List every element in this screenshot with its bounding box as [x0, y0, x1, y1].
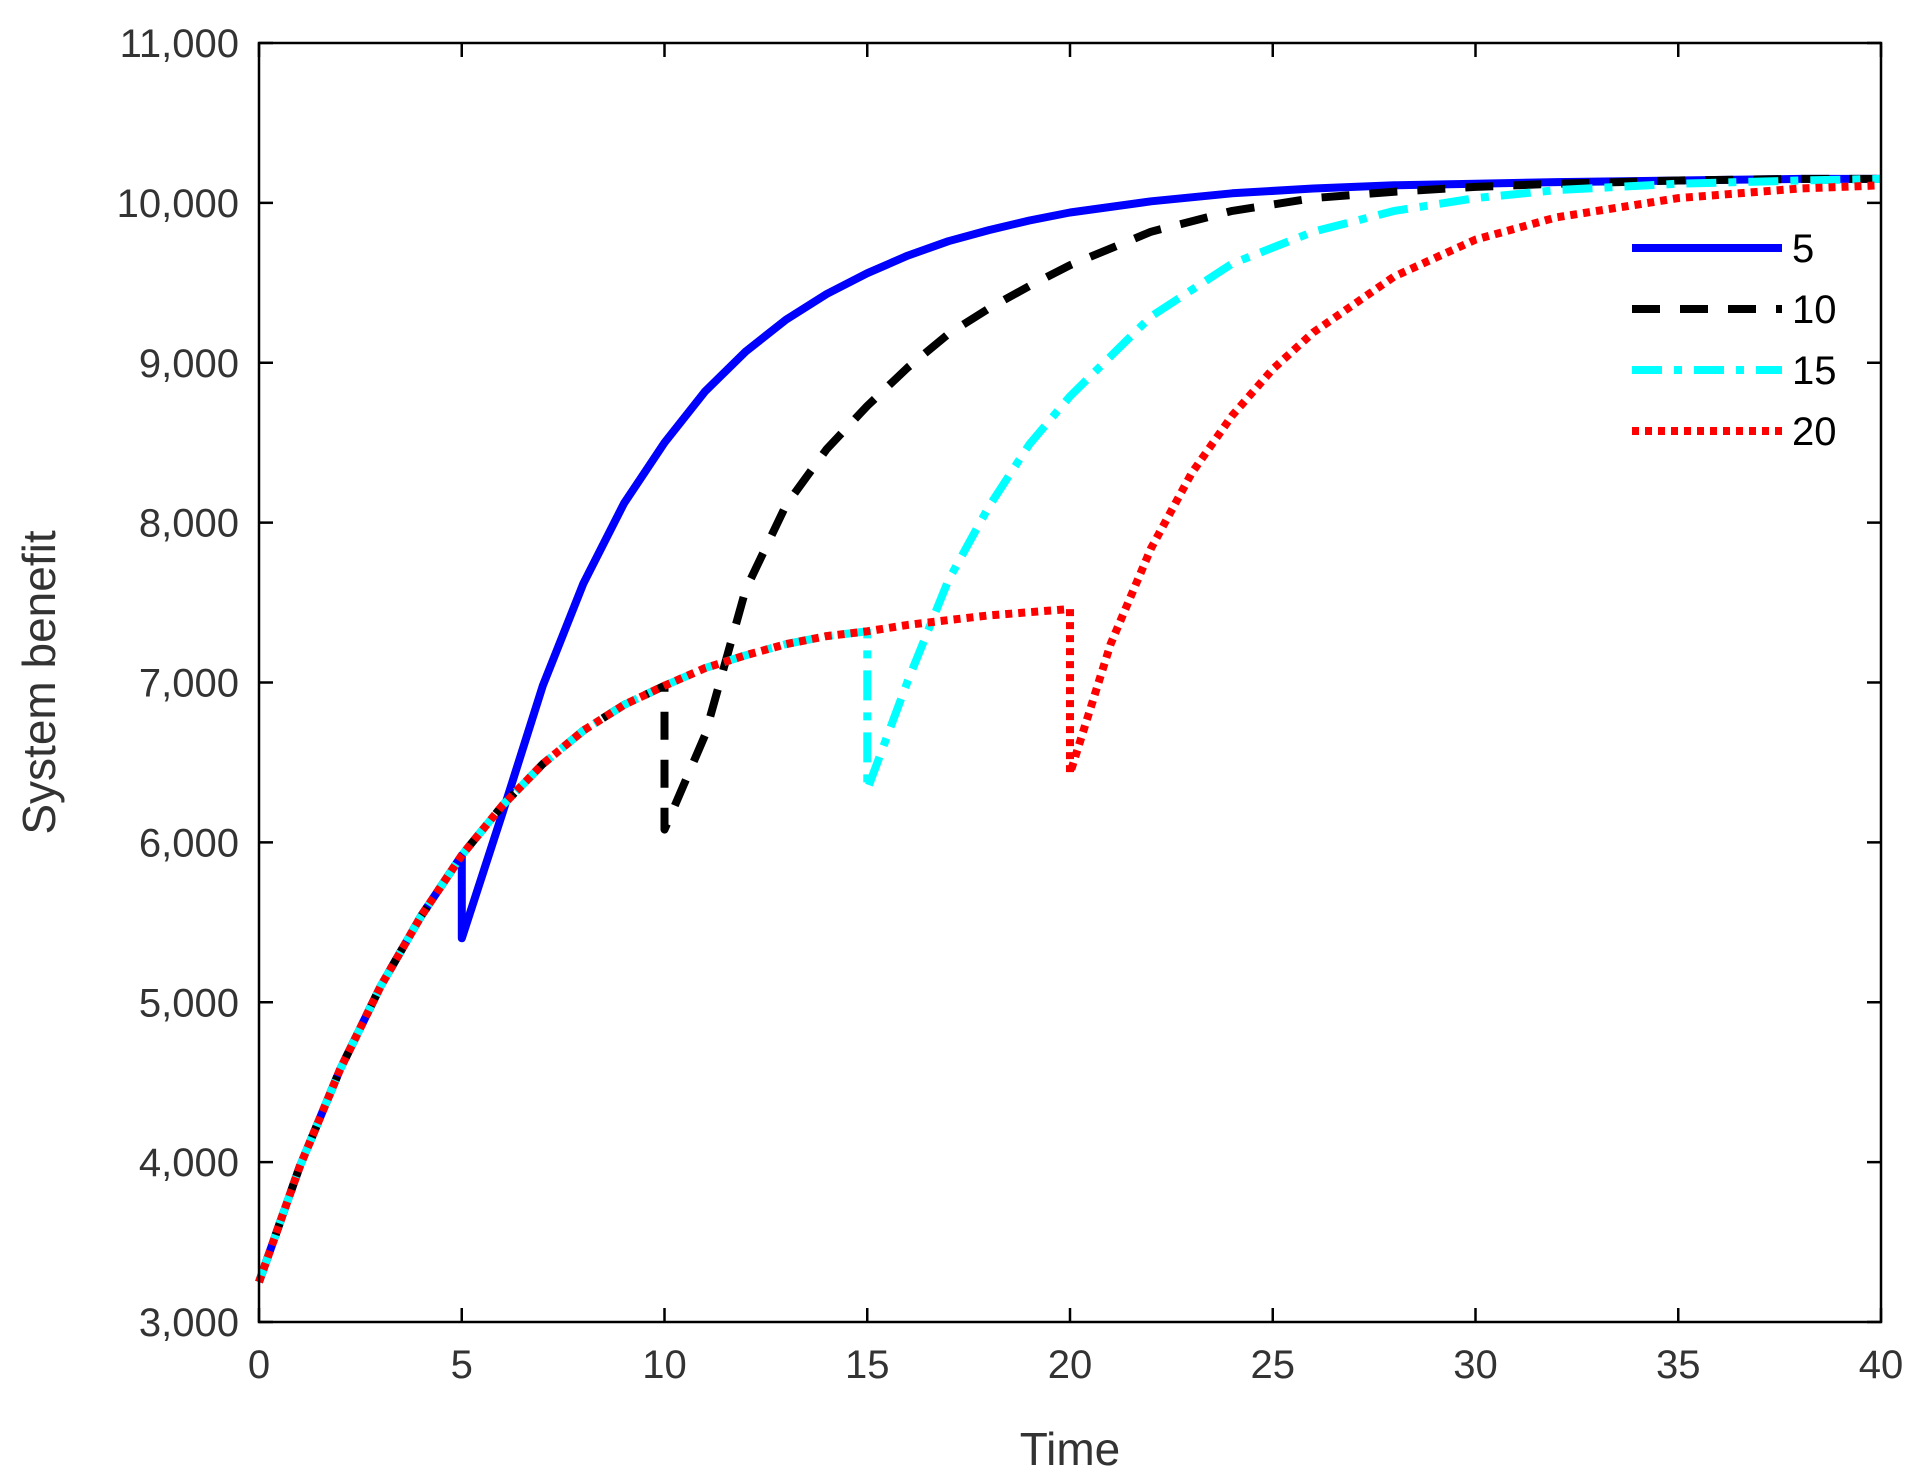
legend-label: 15	[1792, 349, 1837, 393]
x-tick-label: 40	[1859, 1343, 1904, 1387]
y-axis-label: System benefit	[13, 530, 65, 834]
legend-item-15: 15	[1632, 349, 1837, 393]
y-tick-label: 5,000	[139, 981, 239, 1025]
legend-item-20: 20	[1632, 410, 1837, 454]
series-layer	[255, 174, 1882, 1284]
y-tick-label: 10,000	[117, 182, 239, 226]
x-tick-label: 5	[451, 1343, 473, 1387]
x-tick-label: 25	[1251, 1343, 1296, 1387]
legend-label: 5	[1792, 227, 1814, 271]
legend-label: 10	[1792, 288, 1837, 332]
x-tick-label: 0	[248, 1343, 270, 1387]
legend-label: 20	[1792, 410, 1837, 454]
ticks-layer: 0 5 10 15 20 25 30 35 40 3,000 4,000 5,000 6,000 7,00…	[117, 22, 1904, 1387]
y-tick-label: 9,000	[139, 342, 239, 386]
x-tick-label: 35	[1656, 1343, 1701, 1387]
x-tick-label: 30	[1453, 1343, 1498, 1387]
y-tick-label: 6,000	[139, 821, 239, 865]
y-tick-label: 7,000	[139, 662, 239, 706]
series-line-10	[255, 174, 1881, 1284]
legend-item-5: 5	[1632, 227, 1814, 271]
x-tick-label: 10	[642, 1343, 687, 1387]
legend: 5 10 15 20	[1632, 227, 1837, 454]
legend-item-10: 10	[1632, 288, 1837, 332]
x-tick-label: 20	[1048, 1343, 1093, 1387]
y-tick-label: 3,000	[139, 1301, 239, 1345]
y-tick-label: 8,000	[139, 502, 239, 546]
y-tick-label: 11,000	[120, 22, 239, 66]
y-tick-label: 4,000	[139, 1141, 239, 1185]
series-line-20	[255, 181, 1882, 1284]
x-axis-label: Time	[1020, 1423, 1121, 1475]
x-tick-label: 15	[845, 1343, 890, 1387]
